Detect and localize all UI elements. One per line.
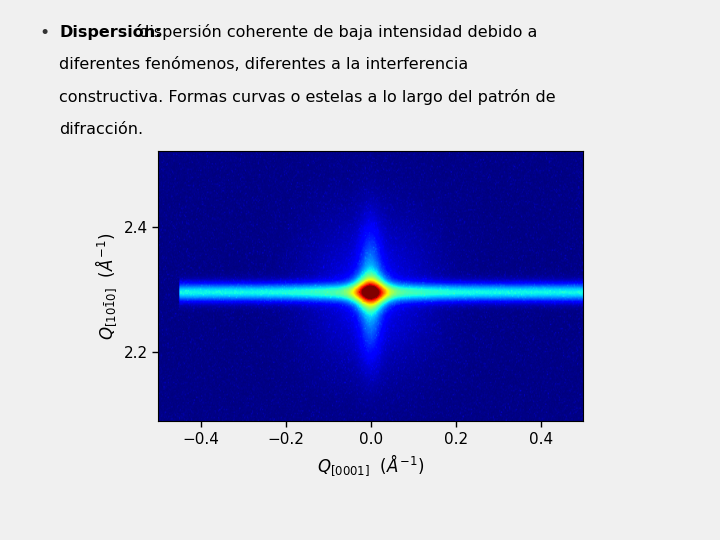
- Text: difracción.: difracción.: [59, 122, 143, 137]
- X-axis label: $Q_{[0001]}$  $\left(\AA^{-1}\right)$: $Q_{[0001]}$ $\left(\AA^{-1}\right)$: [317, 452, 425, 477]
- Text: dispersión coherente de baja intensidad debido a: dispersión coherente de baja intensidad …: [134, 24, 537, 40]
- Text: diferentes fenómenos, diferentes a la interferencia: diferentes fenómenos, diferentes a la in…: [59, 57, 468, 72]
- Y-axis label: $Q_{[10\bar{1}0]}$  $\left(\AA^{-1}\right)$: $Q_{[10\bar{1}0]}$ $\left(\AA^{-1}\right…: [94, 233, 118, 340]
- Text: Dispersión:: Dispersión:: [59, 24, 162, 40]
- Text: •: •: [40, 24, 50, 42]
- Text: constructiva. Formas curvas o estelas a lo largo del patrón de: constructiva. Formas curvas o estelas a …: [59, 89, 556, 105]
